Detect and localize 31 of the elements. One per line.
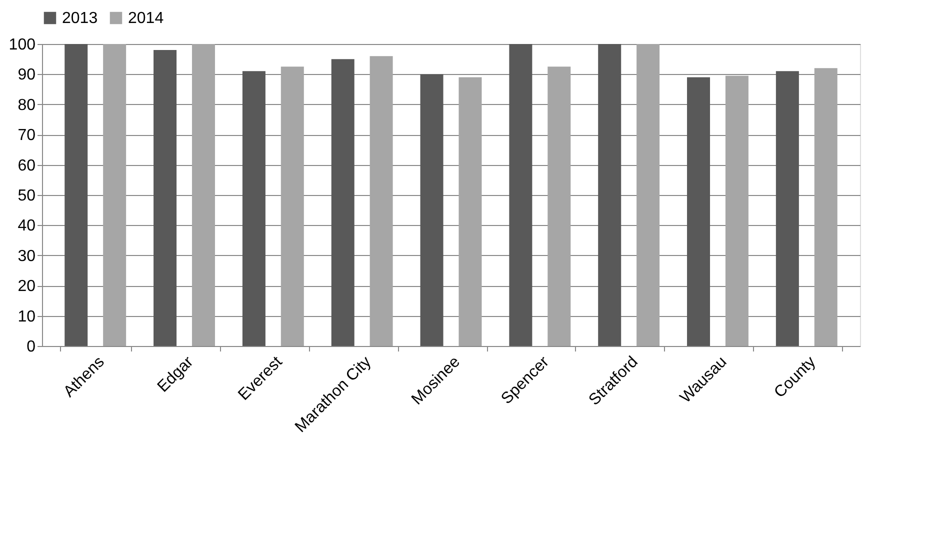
bar [370, 56, 393, 346]
legend-label: 2013 [62, 10, 98, 27]
bar [420, 74, 444, 346]
y-tick-label: 70 [18, 127, 36, 144]
y-tick-label: 90 [18, 66, 36, 84]
bar [725, 76, 748, 346]
y-tick-label: 10 [18, 308, 36, 326]
y-tick-label: 50 [18, 188, 36, 204]
y-tick-label: 80 [18, 96, 36, 114]
bar [814, 68, 838, 346]
bar [242, 71, 266, 346]
bar [636, 44, 660, 346]
bar [548, 66, 571, 346]
y-tick-label: 40 [18, 218, 36, 235]
bar [154, 50, 177, 346]
bar [598, 44, 622, 346]
bar [280, 66, 304, 346]
bar [64, 44, 88, 346]
y-tick-label: 0 [26, 338, 36, 356]
y-tick-label: 20 [18, 278, 36, 296]
bar [509, 44, 532, 346]
bar [331, 59, 354, 346]
bar [192, 44, 215, 346]
bar [103, 44, 126, 346]
legend-label: 2014 [128, 10, 164, 27]
y-tick-label: 30 [18, 248, 36, 265]
bar [687, 77, 710, 346]
bar [776, 71, 799, 346]
bar [458, 77, 482, 346]
y-tick-label: 60 [18, 157, 36, 174]
y-tick-label: 100 [8, 36, 36, 54]
